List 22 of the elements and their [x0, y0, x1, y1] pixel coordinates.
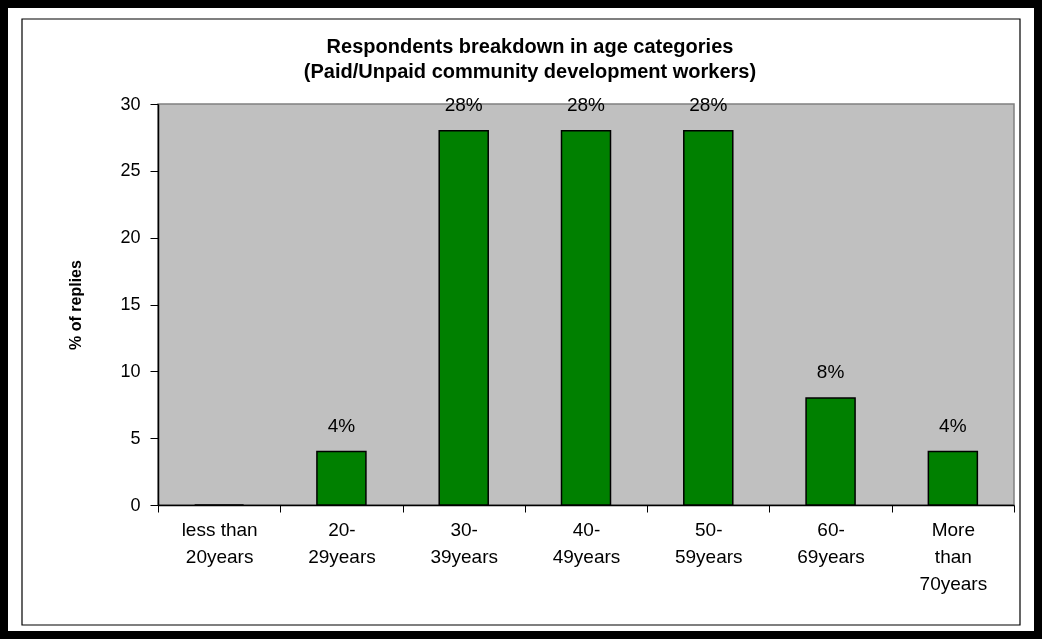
x-tick-label: less than 20years	[181, 518, 258, 567]
x-tick-label: 30-39years	[430, 518, 499, 567]
y-tick-label: 15	[120, 294, 141, 314]
y-tick-label: 0	[130, 494, 141, 515]
data-label: 8%	[816, 361, 845, 383]
data-label: 28%	[689, 93, 728, 115]
y-tick-label: 25	[120, 160, 141, 181]
x-tick-label: 50-59years	[674, 518, 743, 567]
y-tick-label: 10	[120, 360, 141, 381]
y-axis-title: % of replies	[67, 260, 85, 350]
data-label: 4%	[939, 414, 967, 436]
data-label: 4%	[327, 414, 356, 436]
x-tick-label: More than 70years	[919, 518, 988, 594]
x-tick-label: 60-69years	[797, 518, 865, 567]
x-tick-label: 40-49years	[552, 518, 621, 567]
chart-title: Respondents breakdown in age categories (Paid/Unpaid community development workers)	[303, 35, 757, 82]
y-tick-label: 20	[120, 227, 141, 248]
y-tick-label: 30	[120, 93, 141, 114]
x-tick-label: 20-29years	[308, 518, 376, 567]
y-tick-label: 5	[130, 427, 141, 448]
data-label: 28%	[444, 93, 483, 115]
data-label: 28%	[566, 93, 606, 115]
